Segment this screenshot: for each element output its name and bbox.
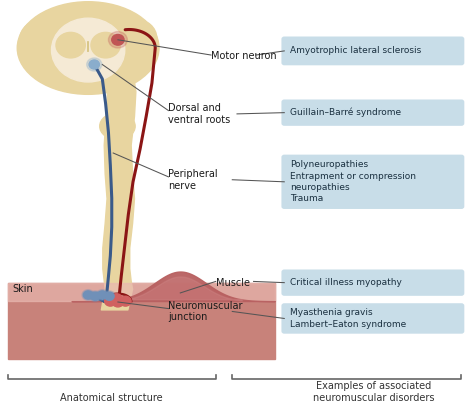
Text: Skin: Skin — [12, 284, 33, 294]
FancyBboxPatch shape — [282, 154, 465, 209]
Text: Muscle: Muscle — [216, 278, 250, 287]
Text: Neuromuscular
junction: Neuromuscular junction — [168, 301, 243, 322]
Circle shape — [109, 31, 128, 48]
Ellipse shape — [83, 13, 126, 38]
Text: Motor neuron: Motor neuron — [211, 51, 277, 61]
Circle shape — [105, 296, 116, 306]
Ellipse shape — [100, 113, 135, 140]
Circle shape — [87, 58, 102, 71]
Ellipse shape — [114, 19, 156, 56]
Ellipse shape — [17, 2, 159, 94]
Circle shape — [89, 291, 101, 301]
Text: Polyneuropathies
Entrapment or compression
neuropathies
Trauma: Polyneuropathies Entrapment or compressi… — [290, 160, 416, 204]
Text: Myasthenia gravis
Lambert–Eaton syndrome: Myasthenia gravis Lambert–Eaton syndrome — [290, 308, 406, 329]
Text: Critical illness myopathy: Critical illness myopathy — [290, 278, 402, 287]
Ellipse shape — [19, 36, 53, 69]
FancyBboxPatch shape — [282, 303, 465, 334]
Circle shape — [82, 290, 94, 300]
Circle shape — [98, 291, 107, 299]
Bar — [8, 282, 275, 301]
Ellipse shape — [81, 52, 95, 68]
Ellipse shape — [56, 32, 85, 58]
Circle shape — [96, 290, 109, 300]
Circle shape — [103, 291, 116, 301]
Ellipse shape — [48, 13, 91, 38]
Circle shape — [112, 34, 124, 45]
Circle shape — [105, 292, 114, 300]
Circle shape — [111, 294, 122, 304]
Circle shape — [83, 291, 93, 299]
Circle shape — [91, 292, 100, 300]
Ellipse shape — [19, 19, 67, 60]
Text: Dorsal and
ventral roots: Dorsal and ventral roots — [168, 103, 231, 125]
Circle shape — [89, 60, 100, 69]
Ellipse shape — [60, 11, 117, 44]
Ellipse shape — [52, 18, 125, 82]
Ellipse shape — [91, 32, 120, 58]
Ellipse shape — [27, 40, 69, 77]
Text: Guillain–Barré syndrome: Guillain–Barré syndrome — [290, 108, 401, 117]
Text: Anatomical structure: Anatomical structure — [61, 393, 163, 403]
Text: Peripheral
nerve: Peripheral nerve — [168, 169, 218, 190]
Bar — [8, 282, 275, 359]
FancyBboxPatch shape — [282, 269, 465, 296]
FancyBboxPatch shape — [282, 36, 465, 65]
Circle shape — [120, 296, 131, 306]
FancyBboxPatch shape — [282, 100, 465, 126]
Ellipse shape — [114, 44, 152, 77]
Text: Amyotrophic lateral sclerosis: Amyotrophic lateral sclerosis — [290, 46, 421, 55]
Text: Examples of associated
neuromuscular disorders: Examples of associated neuromuscular dis… — [313, 381, 435, 403]
Circle shape — [112, 297, 124, 307]
